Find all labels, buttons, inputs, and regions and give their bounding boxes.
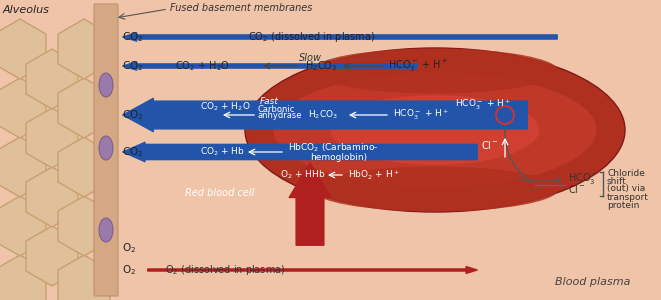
Ellipse shape [274,73,596,188]
Polygon shape [0,196,46,256]
Text: HCO$_3^-$: HCO$_3^-$ [568,170,598,185]
Text: HbCO$_2$ (Carbamino-: HbCO$_2$ (Carbamino- [288,142,379,154]
Text: CO$_2$: CO$_2$ [122,59,143,73]
FancyArrowPatch shape [123,98,527,132]
Polygon shape [26,226,78,286]
Text: Cl$^-$: Cl$^-$ [568,183,586,195]
Text: CO$_2$ + H$_2$O: CO$_2$ + H$_2$O [175,59,230,73]
FancyArrowPatch shape [123,142,477,162]
Text: Cl$^-$: Cl$^-$ [481,139,499,151]
Text: protein: protein [607,200,639,209]
Text: CO$_2$ (dissolved in plasma): CO$_2$ (dissolved in plasma) [248,30,375,44]
Polygon shape [58,255,110,300]
Text: CO$_2$: CO$_2$ [122,108,143,122]
Text: H$_2$CO$_3$: H$_2$CO$_3$ [305,59,337,73]
Ellipse shape [245,48,625,212]
Polygon shape [0,19,46,79]
Text: H$_2$CO$_3$: H$_2$CO$_3$ [308,109,338,121]
Text: anhydrase: anhydrase [258,112,303,121]
FancyArrowPatch shape [123,62,417,70]
Text: hemoglobin): hemoglobin) [310,152,367,161]
FancyArrowPatch shape [123,33,557,41]
Polygon shape [58,78,110,138]
Text: HCO$_3^-$ + H$^+$: HCO$_3^-$ + H$^+$ [388,58,449,74]
Polygon shape [58,137,110,197]
FancyArrowPatch shape [289,163,331,245]
Ellipse shape [311,48,559,94]
Ellipse shape [99,136,113,160]
Ellipse shape [99,218,113,242]
Text: O$_2$: O$_2$ [122,241,136,255]
Text: CO$_2$ + H$_2$O: CO$_2$ + H$_2$O [200,101,251,113]
Polygon shape [58,196,110,256]
Polygon shape [0,255,46,300]
Text: CO$_2$: CO$_2$ [122,145,143,159]
Text: Blood plasma: Blood plasma [555,277,631,287]
FancyBboxPatch shape [94,4,118,296]
Polygon shape [26,108,78,168]
Text: Red blood cell: Red blood cell [185,188,254,198]
Polygon shape [58,19,110,79]
Ellipse shape [99,73,113,97]
Polygon shape [0,78,46,138]
Text: Slow: Slow [299,53,321,63]
Text: O$_2$: O$_2$ [122,263,136,277]
Text: CO$_2$ + Hb: CO$_2$ + Hb [200,146,245,158]
Text: CO$_2$: CO$_2$ [122,30,143,44]
Text: Chloride: Chloride [607,169,645,178]
Text: Carbonic: Carbonic [258,104,295,113]
Ellipse shape [330,95,539,165]
Text: Fast: Fast [260,97,279,106]
Polygon shape [0,137,46,197]
Text: Alveolus: Alveolus [3,5,50,15]
Text: HbO$_2$ + H$^+$: HbO$_2$ + H$^+$ [348,168,400,182]
Text: (out) via: (out) via [607,184,645,194]
Text: HCO$_3^-$ + H$^+$: HCO$_3^-$ + H$^+$ [393,108,449,122]
Text: shift: shift [607,176,627,185]
Text: HCO$_3^-$ + H$^+$: HCO$_3^-$ + H$^+$ [455,98,511,112]
Text: Fused basement membranes: Fused basement membranes [170,3,313,13]
Text: O$_2$ (dissolved in plasma): O$_2$ (dissolved in plasma) [165,263,286,277]
Text: transport: transport [607,193,649,202]
Polygon shape [26,49,78,109]
Ellipse shape [311,167,559,212]
FancyArrowPatch shape [148,266,477,274]
Text: O$_2$ + HHb: O$_2$ + HHb [280,169,325,181]
Polygon shape [26,167,78,227]
